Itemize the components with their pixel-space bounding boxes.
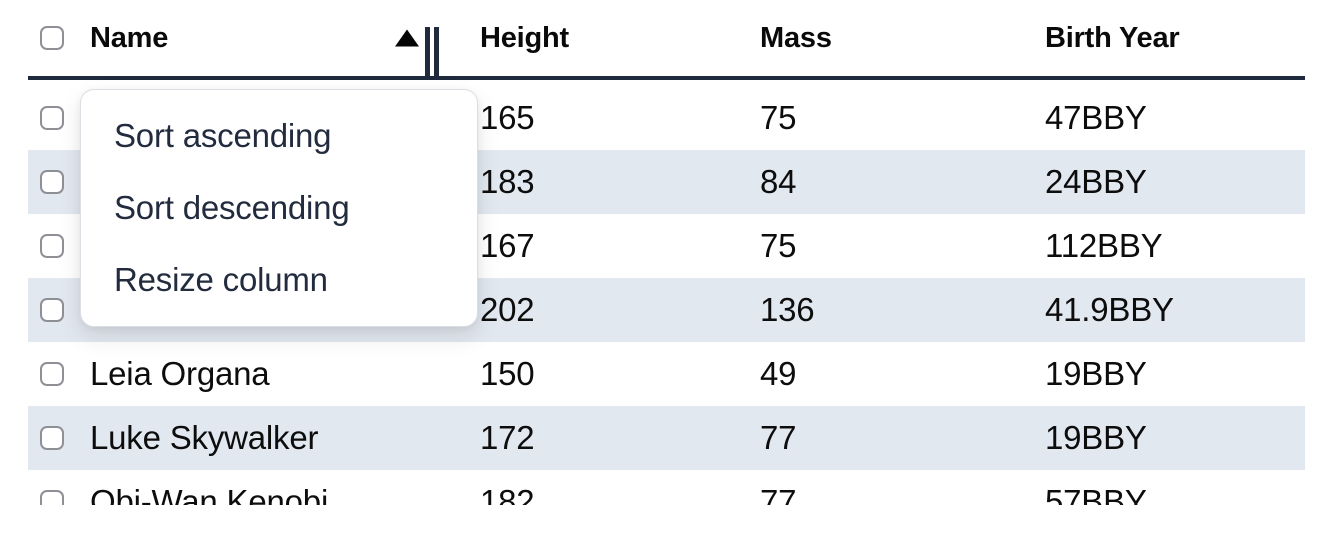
column-header-height[interactable]: Height — [480, 21, 570, 54]
row-checkbox-cell — [28, 214, 90, 278]
row-checkbox[interactable] — [40, 298, 64, 322]
row-mass-cell: 49 — [760, 355, 797, 392]
row-height-cell: 150 — [480, 355, 535, 392]
row-birth-year-cell: 57BBY — [1045, 483, 1147, 505]
row-height-cell: 183 — [480, 163, 535, 200]
row-mass-cell: 77 — [760, 419, 797, 456]
row-birth-year-cell: 47BBY — [1045, 99, 1147, 136]
row-birth-year-cell: 41.9BBY — [1045, 291, 1174, 328]
row-mass-cell: 77 — [760, 483, 797, 505]
row-height-cell: 202 — [480, 291, 535, 328]
row-height-cell: 167 — [480, 227, 535, 264]
row-checkbox-cell — [28, 470, 90, 505]
row-checkbox[interactable] — [40, 170, 64, 194]
row-checkbox[interactable] — [40, 426, 64, 450]
column-context-menu: Sort ascending Sort descending Resize co… — [80, 89, 478, 327]
resize-bar-icon — [434, 27, 439, 76]
column-header-mass[interactable]: Mass — [760, 21, 832, 54]
row-checkbox[interactable] — [40, 234, 64, 258]
column-resize-handle[interactable] — [425, 27, 439, 76]
row-mass-cell: 136 — [760, 291, 815, 328]
row-checkbox[interactable] — [40, 362, 64, 386]
row-checkbox[interactable] — [40, 106, 64, 130]
table-header-row: Name Height Mass Birth Year — [28, 0, 1305, 80]
select-all-cell — [28, 0, 90, 76]
row-birth-year-cell: 19BBY — [1045, 419, 1147, 456]
table-row: Leia Organa 150 49 19BBY — [28, 342, 1305, 406]
row-name-cell: Luke Skywalker — [90, 419, 319, 456]
column-header-birth-year[interactable]: Birth Year — [1045, 21, 1180, 54]
table-viewport: Name Height Mass Birth Year 165 75 47BBY 18… — [28, 0, 1305, 505]
row-checkbox-cell — [28, 406, 90, 470]
row-birth-year-cell: 19BBY — [1045, 355, 1147, 392]
row-birth-year-cell: 112BBY — [1045, 227, 1163, 264]
row-mass-cell: 75 — [760, 227, 797, 264]
row-mass-cell: 75 — [760, 99, 797, 136]
row-birth-year-cell: 24BBY — [1045, 163, 1147, 200]
menu-item-sort-descending[interactable]: Sort descending — [114, 189, 350, 226]
menu-item-sort-ascending[interactable]: Sort ascending — [114, 117, 332, 154]
resize-bar-icon — [425, 27, 430, 76]
sort-ascending-icon — [395, 29, 419, 47]
row-name-cell: Obi-Wan Kenobi — [90, 483, 329, 505]
row-height-cell: 165 — [480, 99, 535, 136]
column-header-name[interactable]: Name — [90, 0, 480, 76]
row-checkbox[interactable] — [40, 490, 64, 505]
menu-item-resize-column[interactable]: Resize column — [114, 261, 328, 298]
row-checkbox-cell — [28, 342, 90, 406]
row-checkbox-cell — [28, 86, 90, 150]
table-row: Luke Skywalker 172 77 19BBY — [28, 406, 1305, 470]
row-checkbox-cell — [28, 150, 90, 214]
select-all-checkbox[interactable] — [40, 26, 64, 50]
row-checkbox-cell — [28, 278, 90, 342]
table-row: Obi-Wan Kenobi 182 77 57BBY — [28, 470, 1305, 505]
row-height-cell: 172 — [480, 419, 535, 456]
row-name-cell: Leia Organa — [90, 355, 270, 392]
column-header-name-label: Name — [90, 21, 169, 54]
row-mass-cell: 84 — [760, 163, 797, 200]
row-height-cell: 182 — [480, 483, 535, 505]
